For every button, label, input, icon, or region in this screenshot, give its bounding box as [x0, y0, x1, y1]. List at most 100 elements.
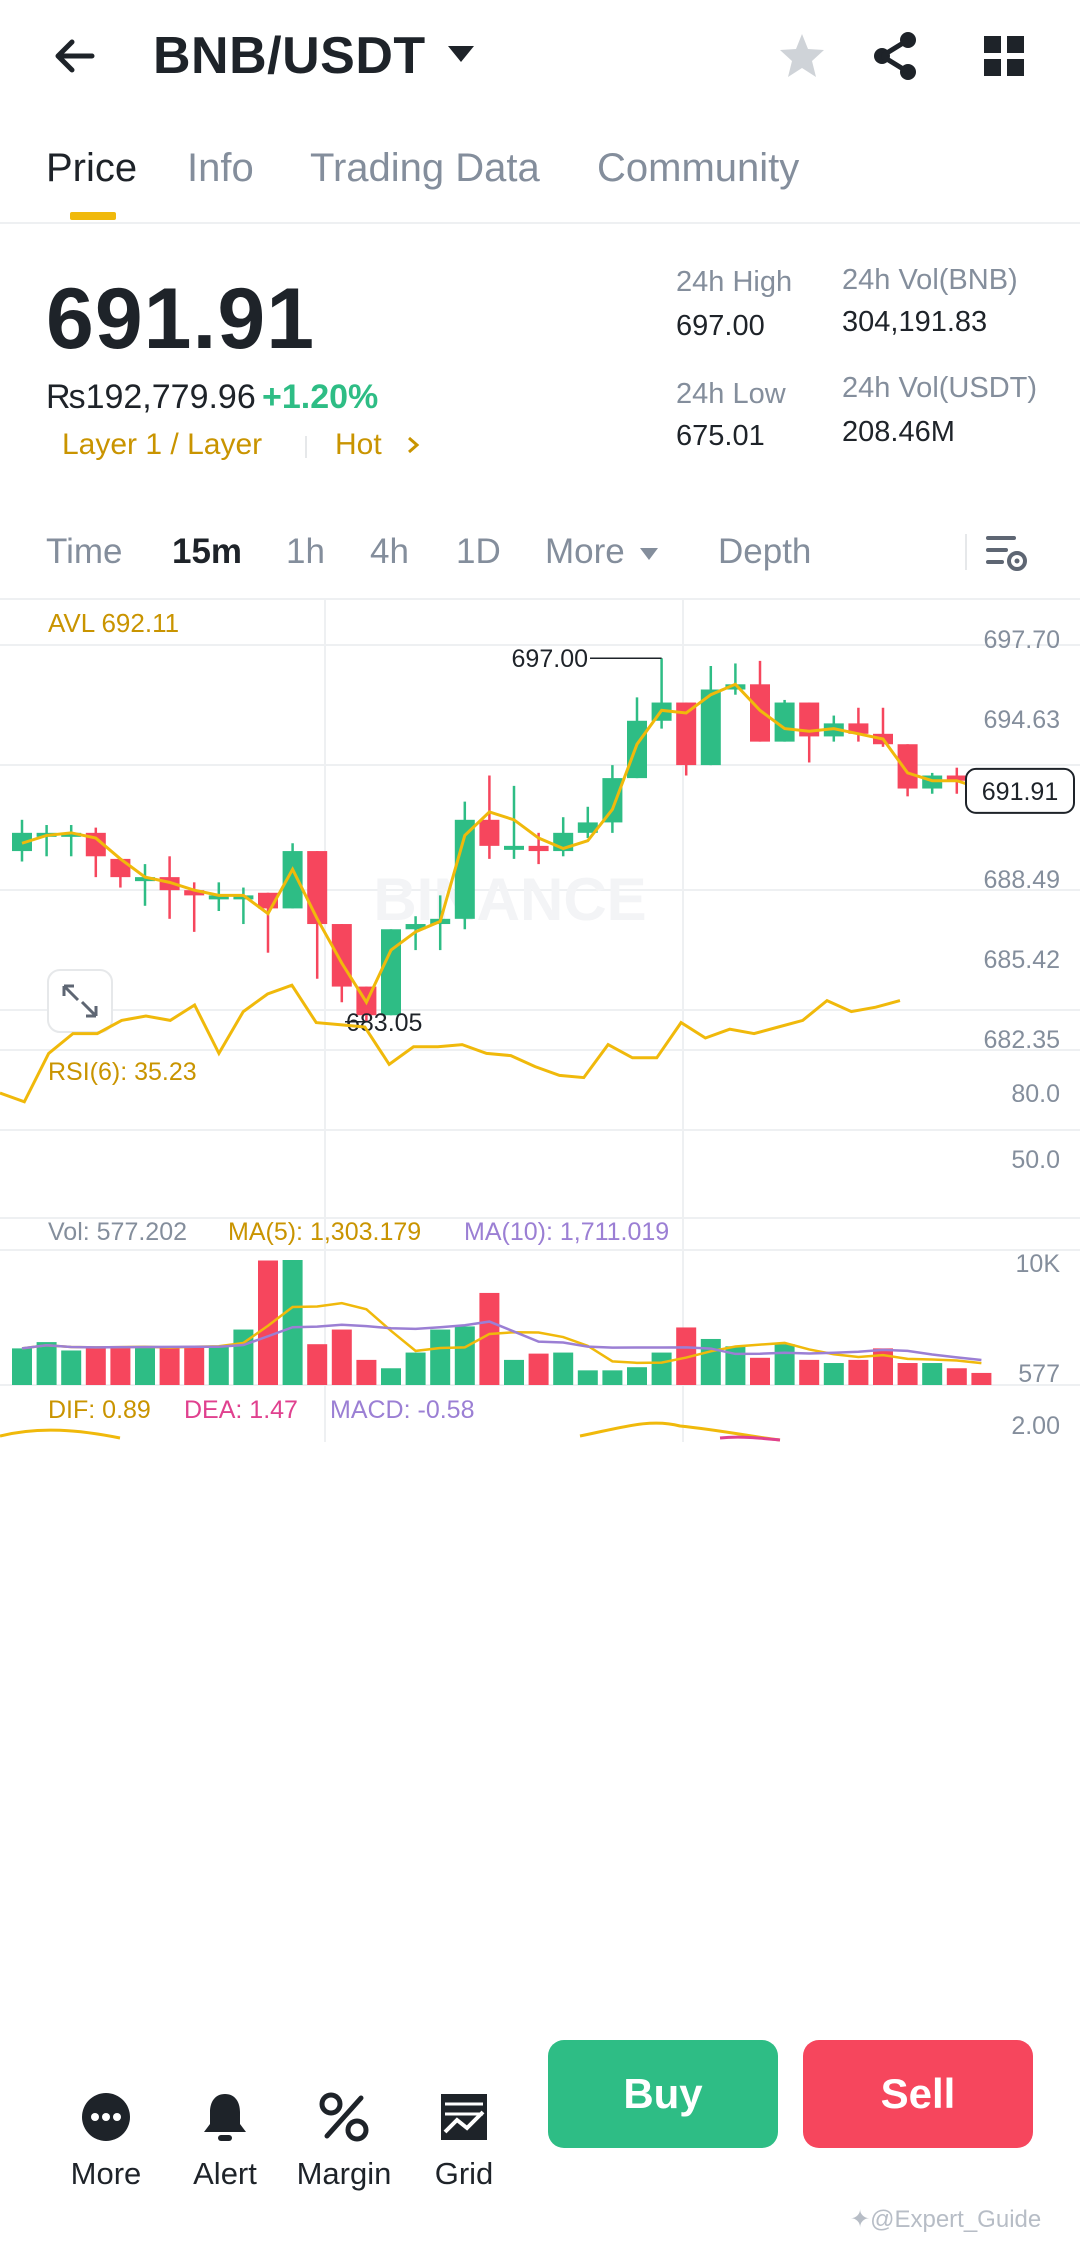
toolbar-backdrop — [0, 1442, 1080, 2050]
candle-body — [233, 895, 254, 900]
alert-label: Alert — [193, 2156, 257, 2191]
volume-bar — [725, 1346, 746, 1385]
avl-label: AVL 692.11 — [48, 608, 180, 638]
candle-body — [848, 723, 869, 734]
more-tool[interactable]: More — [56, 2090, 156, 2192]
interval-1d[interactable]: 1D — [456, 532, 501, 571]
volume-bar — [135, 1346, 155, 1385]
sell-button[interactable]: Sell — [803, 2040, 1033, 2148]
grid-tool[interactable]: Grid — [414, 2090, 514, 2192]
interval-divider — [965, 534, 967, 570]
interval-time[interactable]: Time — [46, 532, 123, 571]
candle-body — [602, 778, 623, 823]
image-watermark: ✦@Expert_Guide — [850, 2206, 1042, 2233]
high-label: 24h High — [676, 266, 793, 298]
candle-body — [725, 684, 746, 690]
volume-bar — [184, 1346, 205, 1385]
macd-dea-line — [719, 1435, 781, 1442]
tag-divider — [305, 436, 307, 458]
macd-dif-line — [0, 1428, 121, 1440]
low-label: 24h Low — [676, 378, 786, 410]
volume-bar — [627, 1367, 647, 1385]
binance-watermark: BINANCE — [373, 866, 646, 933]
price-axis-label: 697.70 — [984, 626, 1060, 654]
candle-body — [946, 775, 967, 781]
volume-bar — [897, 1363, 918, 1385]
app-header: BNB/USDT — [0, 0, 1080, 115]
caret-down-icon[interactable] — [446, 42, 476, 66]
price-axis-label: 688.49 — [984, 866, 1060, 894]
chevron-right-icon[interactable] — [405, 434, 421, 456]
tab-trading-data[interactable]: Trading Data — [310, 146, 540, 190]
kline-chart[interactable]: BINANCE 697.70 694.63 688.49 685.42 682.35 697… — [0, 600, 1080, 2050]
fiat-price: ₨192,779.96 — [46, 378, 256, 416]
volume-bar — [528, 1353, 549, 1385]
volume-bar — [823, 1363, 844, 1385]
candle-body — [799, 702, 820, 737]
volume-bar — [700, 1338, 721, 1385]
hot-tag[interactable]: Hot — [335, 428, 382, 461]
percent-icon — [319, 2092, 369, 2142]
volume-bar — [971, 1372, 992, 1385]
vol-axis-label: 10K — [1016, 1250, 1061, 1278]
volume-bar — [873, 1348, 893, 1385]
margin-tool[interactable]: Margin — [294, 2090, 394, 2192]
volume-bar — [922, 1363, 943, 1385]
share-icon[interactable] — [868, 28, 924, 84]
alert-tool[interactable]: Alert — [175, 2090, 275, 2192]
vol-ma10-label: MA(10): 1,711.019 — [464, 1218, 669, 1246]
category-tag[interactable]: Layer 1 / Layer — [62, 428, 263, 461]
volume-bar — [750, 1357, 770, 1385]
candle-body — [331, 924, 352, 987]
caret-down-icon[interactable] — [638, 546, 660, 562]
volume-bar — [553, 1352, 574, 1385]
candle-body — [405, 924, 426, 930]
low-value: 675.01 — [676, 420, 765, 452]
volume-bar — [282, 1260, 303, 1385]
star-icon[interactable] — [774, 28, 830, 84]
buy-button[interactable]: Buy — [548, 2040, 778, 2148]
expand-icon — [47, 969, 113, 1033]
volume-bar — [258, 1260, 278, 1385]
section-tabs: Price Info Trading Data Community — [0, 140, 1080, 224]
volume-bar — [454, 1326, 475, 1385]
volume-bar — [799, 1359, 820, 1385]
volume-bar — [85, 1348, 106, 1385]
candle-body — [307, 851, 328, 925]
back-arrow-icon[interactable] — [48, 28, 104, 84]
candle-body — [700, 689, 721, 766]
candle-body — [184, 890, 205, 896]
macd-dif-label: DIF: 0.89 — [48, 1396, 151, 1424]
bell-icon — [204, 2094, 246, 2141]
grid-icon[interactable] — [976, 28, 1032, 84]
interval-more[interactable]: More — [545, 532, 625, 571]
tab-price[interactable]: Price — [46, 146, 138, 190]
interval-1h[interactable]: 1h — [286, 532, 325, 571]
volume-bar — [36, 1342, 57, 1385]
high-marker-label: 697.00 — [512, 645, 588, 673]
more-label: More — [70, 2156, 142, 2191]
tab-info[interactable]: Info — [187, 146, 254, 190]
chart-settings-icon[interactable] — [984, 530, 1030, 576]
volume-bar — [331, 1329, 352, 1385]
volume-bar — [577, 1370, 598, 1385]
volume-bar — [356, 1359, 377, 1385]
volume-bar — [651, 1352, 672, 1385]
volume-bar — [159, 1346, 180, 1385]
tab-depth[interactable]: Depth — [718, 532, 812, 571]
price-axis-label: 694.63 — [984, 706, 1060, 734]
price-axis-label: 685.42 — [984, 946, 1060, 974]
volume-bar — [208, 1346, 229, 1385]
interval-4h[interactable]: 4h — [370, 532, 409, 571]
vol-label: Vol: 577.202 — [48, 1218, 187, 1246]
margin-label: Margin — [296, 2156, 392, 2191]
volume-bar — [946, 1368, 967, 1385]
candle-body — [504, 845, 524, 850]
grid-label: Grid — [434, 2156, 494, 2191]
pair-title[interactable]: BNB/USDT — [153, 27, 426, 85]
interval-15m[interactable]: 15m — [172, 532, 243, 571]
last-price: 691.91 — [46, 271, 316, 367]
tab-community[interactable]: Community — [597, 146, 800, 190]
low-marker-label: 683.05 — [346, 1009, 422, 1037]
kline-canvas[interactable]: BINANCE697.70694.63688.49685.42682.35697… — [0, 600, 1080, 2050]
